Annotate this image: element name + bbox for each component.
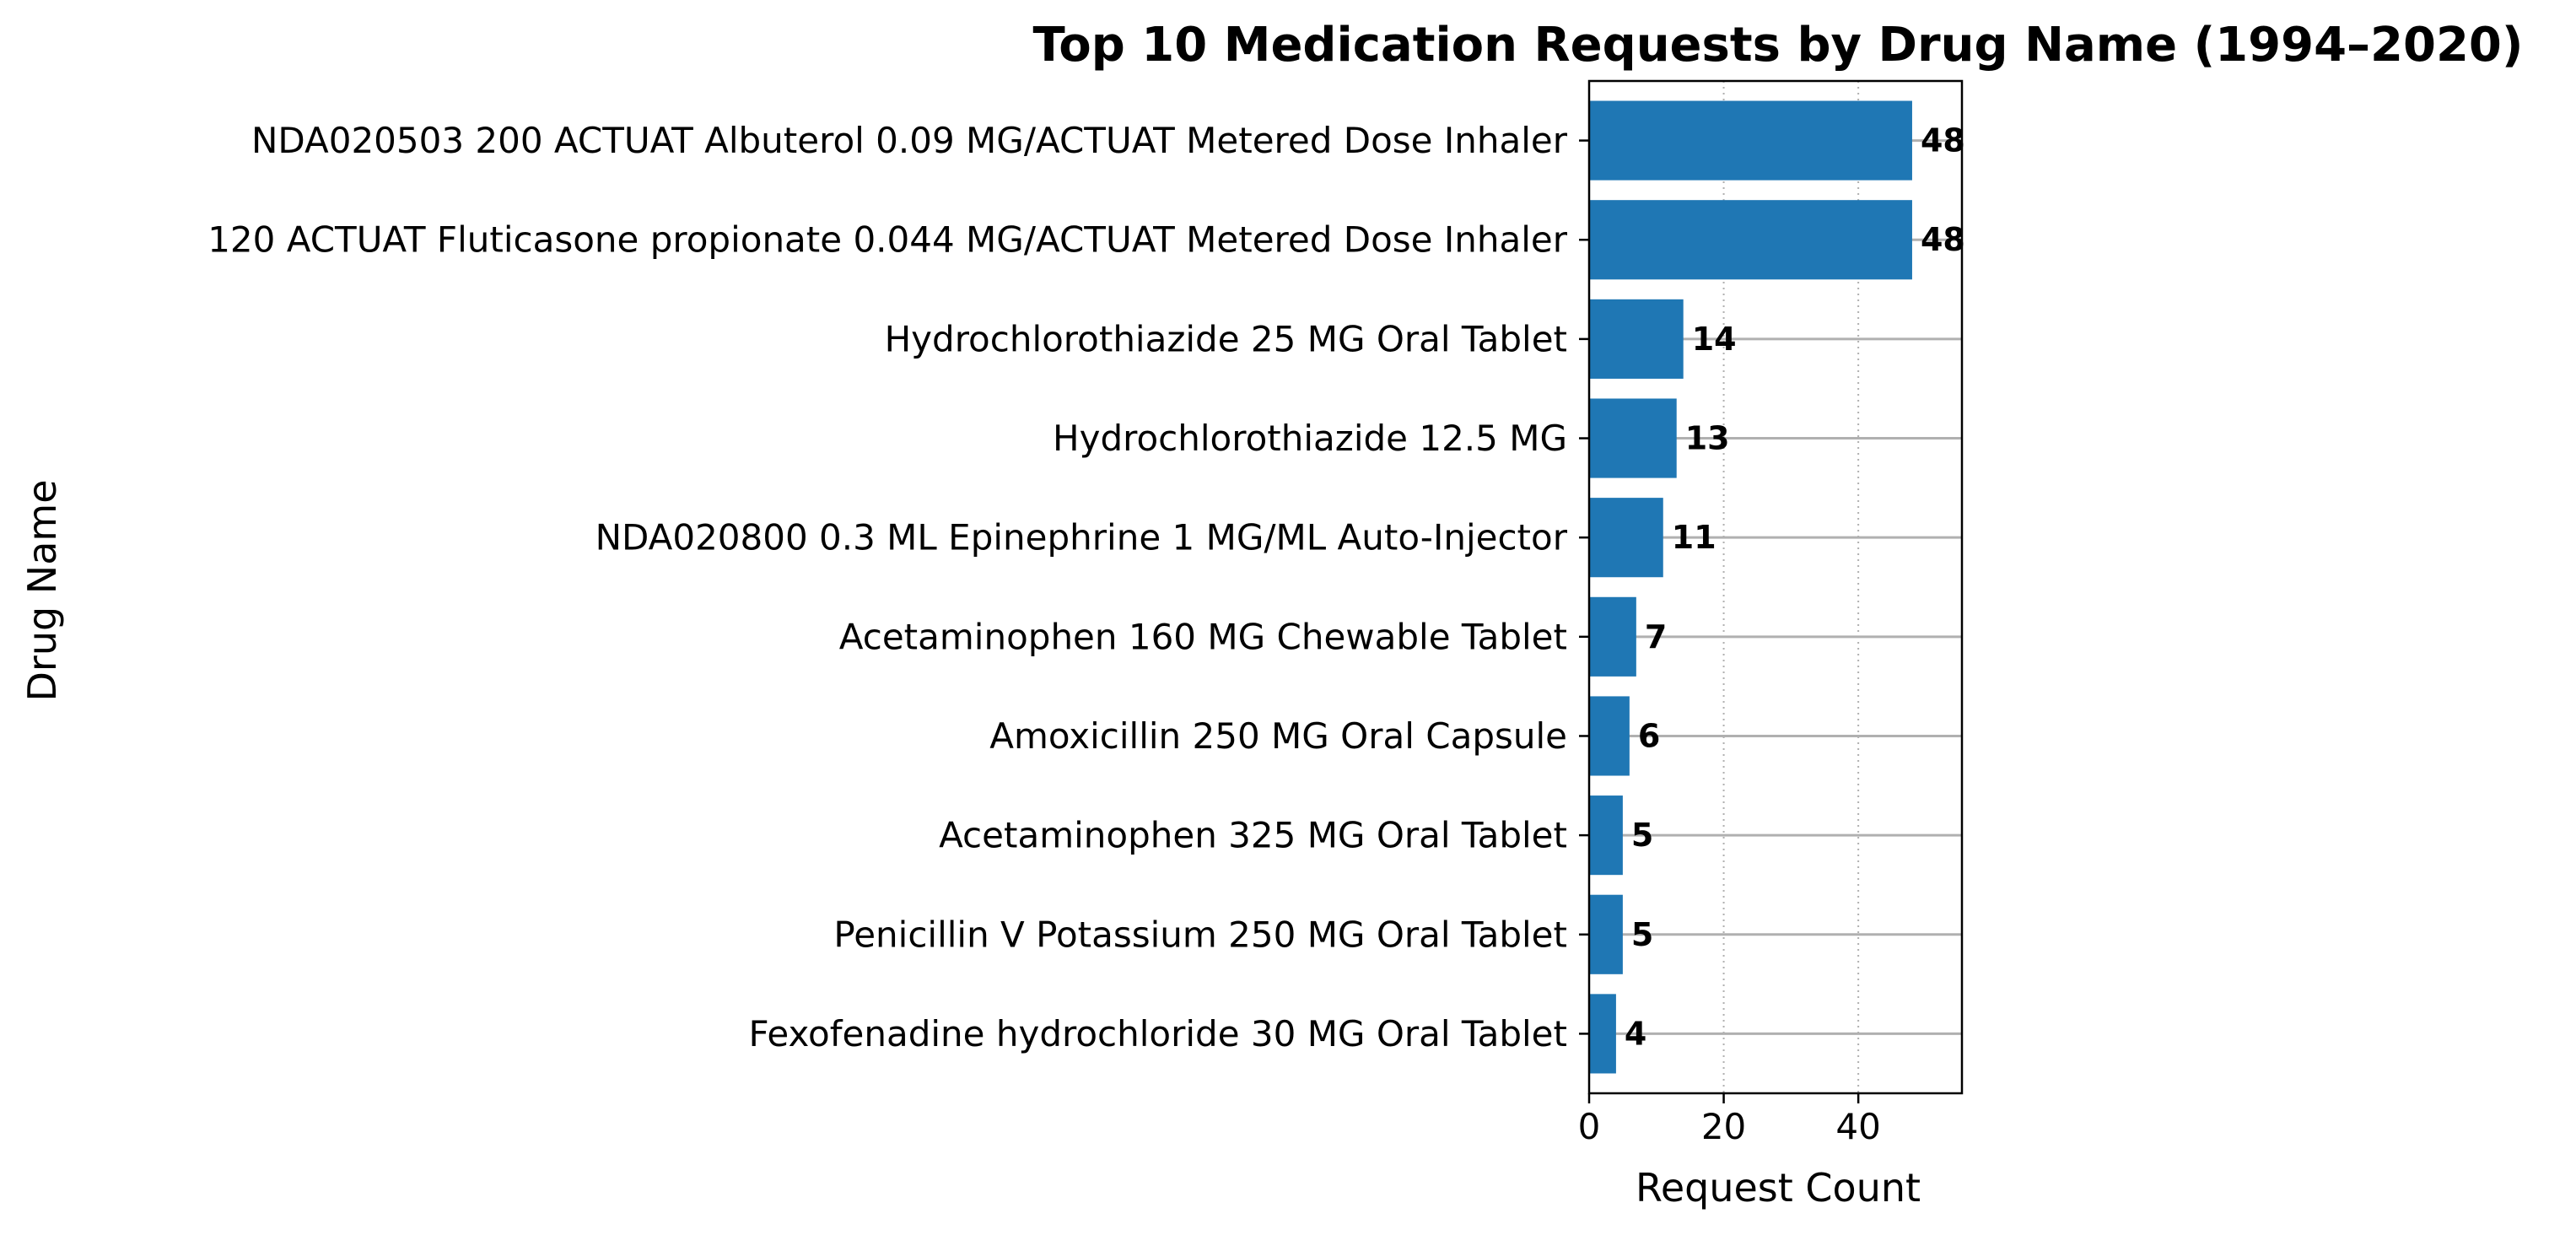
y-tick-label: NDA020800 0.3 ML Epinephrine 1 MG/ML Aut… [595, 517, 1568, 558]
y-tick-label: Amoxicillin 250 MG Oral Capsule [989, 715, 1567, 757]
bar [1589, 894, 1623, 974]
bar-value-label: 11 [1672, 519, 1716, 556]
y-tick-label: 120 ACTUAT Fluticasone propionate 0.044 … [207, 219, 1568, 261]
x-tick-label: 40 [1835, 1106, 1880, 1147]
y-tick-label: Fexofenadine hydrochloride 30 MG Oral Ta… [749, 1013, 1567, 1054]
y-tick-label: Hydrochlorothiazide 12.5 MG [1053, 418, 1567, 459]
bar-value-label: 7 [1645, 618, 1667, 655]
y-tick-label: Penicillin V Potassium 250 MG Oral Table… [833, 914, 1567, 955]
x-axis-label: Request Count [1636, 1165, 1921, 1211]
bar-value-label: 5 [1631, 817, 1653, 854]
bar [1589, 398, 1677, 478]
bar [1589, 596, 1636, 677]
x-tick-label: 20 [1701, 1106, 1746, 1147]
y-tick-label: Acetaminophen 325 MG Oral Tablet [939, 815, 1567, 856]
bar-value-label: 5 [1631, 916, 1653, 953]
bars-layer [1589, 100, 1912, 1074]
x-tick-label: 0 [1578, 1106, 1601, 1147]
y-axis-label: Drug Name [19, 479, 65, 701]
axes-layer: NDA020503 200 ACTUAT Albuterol 0.09 MG/A… [207, 79, 1964, 1147]
bar-value-label: 13 [1685, 420, 1730, 457]
bar [1589, 696, 1630, 776]
bar-value-label: 48 [1921, 122, 1965, 159]
bar [1589, 100, 1912, 181]
bar [1589, 795, 1623, 876]
bar [1589, 498, 1663, 578]
bar [1589, 200, 1912, 280]
bar-value-label: 6 [1638, 717, 1660, 754]
plot-frame [1587, 79, 1964, 1095]
y-tick-label: NDA020503 200 ACTUAT Albuterol 0.09 MG/A… [251, 120, 1568, 161]
bar-value-label: 4 [1625, 1015, 1646, 1052]
bar [1589, 994, 1616, 1074]
labels-layer: 48 48 14 13 11 7 6 5 5 4 [1625, 122, 1965, 1053]
bar [1589, 299, 1684, 379]
bar-value-label: 14 [1692, 321, 1737, 358]
chart-title: Top 10 Medication Requests by Drug Name … [1032, 18, 2523, 73]
bar-value-label: 48 [1921, 221, 1965, 258]
y-tick-label: Acetaminophen 160 MG Chewable Tablet [839, 616, 1567, 657]
y-tick-label: Hydrochlorothiazide 25 MG Oral Tablet [885, 318, 1567, 359]
